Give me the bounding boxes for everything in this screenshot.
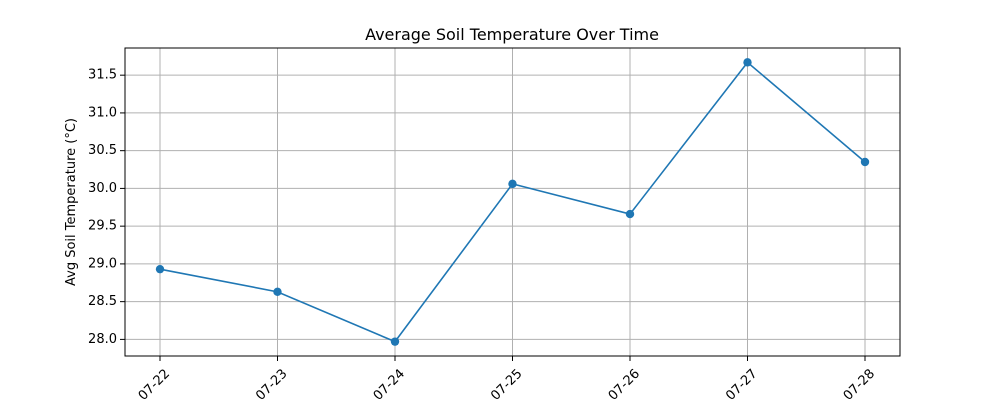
- x-tick-label: 07-26: [606, 366, 643, 400]
- data-point: [743, 58, 752, 67]
- data-point: [860, 157, 870, 167]
- x-tick-label: 07-24: [371, 366, 408, 400]
- y-tick-label: 29.5: [88, 219, 117, 234]
- data-point: [155, 264, 165, 274]
- x-tick-label: 07-23: [253, 366, 290, 400]
- series-layer: [155, 58, 870, 346]
- x-tick-label: 07-25: [488, 366, 525, 400]
- y-tick-label: 30.0: [88, 181, 117, 196]
- y-tick-label: 29.0: [88, 256, 117, 271]
- data-point: [273, 287, 282, 297]
- x-tick-label: 07-28: [841, 366, 878, 400]
- y-tick-label: 30.5: [88, 143, 117, 158]
- y-tick-label: 31.0: [88, 105, 117, 120]
- grid: [125, 48, 900, 356]
- axis-ticks: 07-22 07-23 07-24 07-25 07-26 07-27 07-28 28.0 2…: [88, 68, 878, 400]
- data-point: [508, 179, 517, 189]
- y-tick-label: 31.5: [88, 68, 117, 83]
- chart-title: Average Soil Temperature Over Time: [365, 25, 659, 44]
- y-axis-label: Avg Soil Temperature (°C): [64, 118, 79, 286]
- data-point: [390, 337, 400, 346]
- y-tick-label: 28.5: [88, 294, 117, 309]
- data-point: [625, 209, 635, 219]
- x-tick-label: 07-22: [136, 366, 173, 400]
- y-tick-label: 28.0: [88, 332, 117, 347]
- x-tick-label: 07-27: [723, 366, 760, 400]
